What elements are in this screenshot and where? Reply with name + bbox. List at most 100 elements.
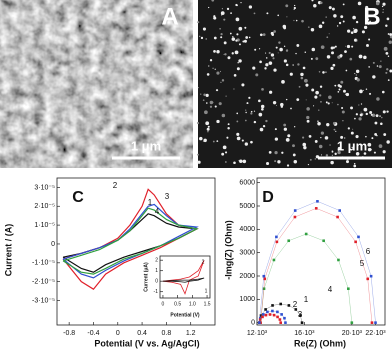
particle (214, 105, 217, 108)
particle (213, 36, 217, 40)
particle (211, 101, 214, 104)
particle (220, 81, 222, 83)
particle (230, 12, 232, 14)
particle (382, 2, 386, 6)
particle (216, 49, 220, 54)
particle (218, 102, 222, 106)
particle (362, 89, 364, 91)
particle (340, 135, 344, 139)
particle (326, 36, 329, 39)
particle (386, 68, 389, 71)
particle (306, 119, 310, 123)
particle (318, 24, 323, 29)
particle (317, 121, 321, 126)
particle (268, 151, 272, 154)
particle (327, 102, 330, 105)
particle (282, 24, 287, 29)
particle (274, 150, 278, 155)
particle (345, 92, 350, 97)
x-tick-label: 0.8 (162, 330, 172, 337)
particle (259, 33, 263, 37)
data-point (264, 308, 267, 311)
particle (333, 128, 336, 131)
particle (227, 56, 231, 60)
particle (216, 119, 220, 124)
particle (209, 100, 214, 105)
particle (350, 31, 354, 34)
data-point (293, 209, 297, 212)
particle (220, 36, 223, 39)
y-tick-label: 5000 (239, 203, 255, 210)
particle (233, 74, 237, 77)
panel-label: A (161, 3, 178, 30)
particle (275, 46, 278, 49)
particle (274, 160, 277, 163)
data-point (300, 321, 304, 324)
particle (285, 98, 288, 101)
particle (353, 164, 357, 168)
particle (306, 115, 310, 120)
curve-label: 3 (165, 192, 170, 201)
particle (317, 120, 319, 122)
particle (382, 11, 384, 13)
particle (272, 57, 275, 60)
x-tick-label: -0.4 (87, 330, 99, 337)
particle (355, 113, 358, 116)
particle (233, 88, 235, 90)
particle (378, 144, 383, 148)
particle (208, 6, 210, 9)
particle (353, 29, 358, 34)
particle (310, 28, 315, 32)
particle (226, 7, 230, 11)
particle (336, 25, 339, 27)
particle (246, 102, 249, 105)
particle (330, 66, 334, 70)
y-tick-label: -1 (154, 289, 159, 295)
particle (352, 15, 356, 20)
particle (205, 121, 210, 126)
particle (253, 110, 256, 112)
particle (365, 135, 367, 138)
particle (355, 135, 359, 139)
curve-label: 2 (202, 259, 205, 265)
particle (325, 71, 327, 73)
fit-line (260, 233, 353, 323)
particle (330, 46, 334, 50)
particle (296, 98, 300, 102)
particle (274, 128, 277, 131)
particle (354, 117, 356, 120)
data-point (280, 313, 283, 316)
particle (220, 32, 223, 36)
particle (307, 163, 310, 166)
particle (387, 55, 390, 58)
particle (206, 73, 210, 76)
particle (300, 72, 304, 77)
particle (244, 119, 247, 122)
particle (277, 52, 279, 54)
particle (337, 55, 341, 59)
curve-label: 2 (293, 300, 298, 309)
scale-label: 1 μm (337, 138, 367, 153)
particle (268, 51, 271, 55)
particle (242, 159, 247, 164)
particle (328, 6, 332, 10)
y-tick-label: 3000 (239, 250, 255, 257)
particle (347, 29, 351, 33)
particle (383, 133, 387, 136)
particle (367, 7, 369, 10)
particle (221, 79, 225, 82)
particle (200, 36, 204, 40)
particle (329, 144, 331, 146)
particle (293, 19, 295, 22)
particle (216, 140, 219, 143)
particle (262, 124, 266, 128)
particle (344, 50, 347, 53)
particle (236, 136, 241, 141)
particle (382, 8, 384, 11)
particle (372, 75, 376, 79)
data-point (314, 207, 318, 210)
particle (270, 53, 275, 57)
particle (342, 3, 345, 6)
particle (341, 110, 345, 114)
particle (343, 89, 346, 93)
